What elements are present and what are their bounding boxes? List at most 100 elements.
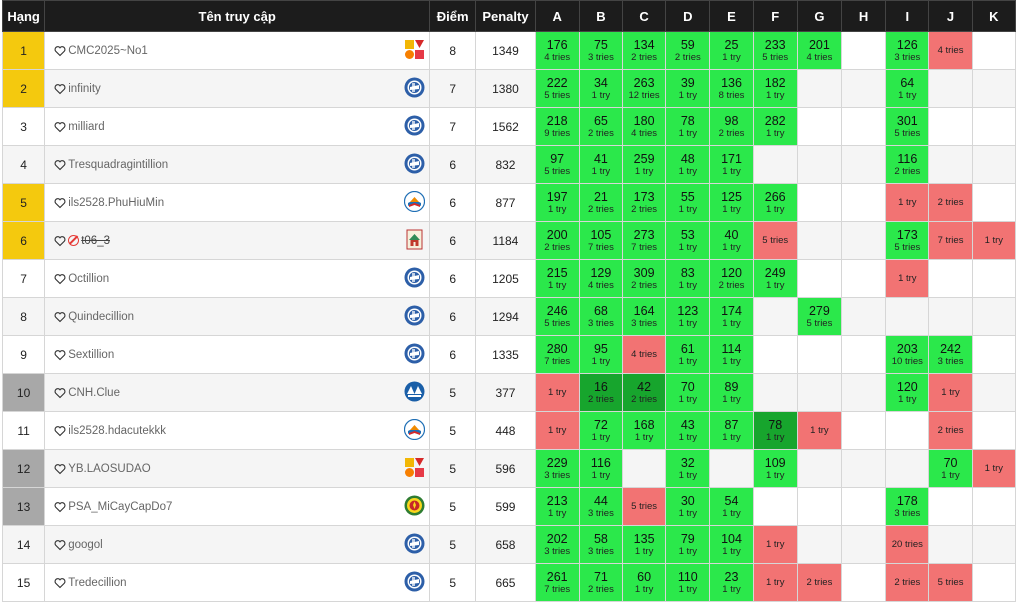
problem-cell-c[interactable]: 173 2 tries xyxy=(621,183,667,222)
problem-cell-b[interactable]: 58 3 tries xyxy=(578,525,624,564)
problem-cell-b[interactable]: 34 1 try xyxy=(578,69,624,108)
username-link[interactable]: milliard xyxy=(68,120,105,133)
problem-cell-i[interactable]: 203 10 tries xyxy=(885,335,930,374)
problem-cell-j[interactable]: 242 3 tries xyxy=(928,335,973,374)
username-link[interactable]: infinity xyxy=(68,82,101,95)
problem-cell-j[interactable]: 7 tries xyxy=(928,221,973,260)
problem-cell-c[interactable]: 168 1 try xyxy=(621,411,667,450)
heart-outline-icon[interactable] xyxy=(54,45,66,57)
problem-cell-a[interactable]: 176 4 tries xyxy=(534,31,580,70)
problem-cell-j[interactable]: 2 tries xyxy=(928,411,973,450)
username-link[interactable]: PSA_MiCayCapDo7 xyxy=(68,500,173,513)
problem-header-c[interactable]: C xyxy=(621,0,667,32)
problem-cell-i[interactable]: 178 3 tries xyxy=(885,487,930,526)
heart-outline-icon[interactable] xyxy=(54,121,66,133)
problem-cell-d[interactable]: 79 1 try xyxy=(665,525,711,564)
problem-cell-c[interactable]: 134 2 tries xyxy=(621,31,667,70)
heart-outline-icon[interactable] xyxy=(54,425,66,437)
problem-cell-e[interactable]: 174 1 try xyxy=(709,297,754,336)
username-header[interactable]: Tên truy cập xyxy=(44,0,431,32)
problem-cell-g[interactable]: 1 try xyxy=(796,411,843,450)
username-link[interactable]: Octillion xyxy=(68,272,110,285)
problem-header-d[interactable]: D xyxy=(665,0,711,32)
problem-cell-f[interactable]: 282 1 try xyxy=(752,107,798,146)
problem-cell-d[interactable]: 59 2 tries xyxy=(665,31,711,70)
problem-header-b[interactable]: B xyxy=(578,0,624,32)
problem-cell-e[interactable]: 54 1 try xyxy=(709,487,754,526)
problem-cell-i[interactable]: 64 1 try xyxy=(885,69,930,108)
username-link[interactable]: Tresquadragintillion xyxy=(68,158,169,171)
heart-outline-icon[interactable] xyxy=(54,539,66,551)
problem-cell-d[interactable]: 39 1 try xyxy=(665,69,711,108)
problem-cell-a[interactable]: 213 1 try xyxy=(534,487,580,526)
problem-cell-b[interactable]: 41 1 try xyxy=(578,145,624,184)
username-link[interactable]: ils2528.PhuHiuMin xyxy=(68,196,165,209)
problem-cell-j[interactable]: 5 tries xyxy=(928,563,973,602)
problem-cell-b[interactable]: 65 2 tries xyxy=(578,107,624,146)
problem-cell-i[interactable]: 20 tries xyxy=(885,525,930,564)
problem-cell-c[interactable]: 273 7 tries xyxy=(621,221,667,260)
problem-cell-e[interactable]: 120 2 tries xyxy=(709,259,754,298)
problem-cell-a[interactable]: 261 7 tries xyxy=(534,563,580,602)
problem-cell-a[interactable]: 229 3 tries xyxy=(534,449,580,488)
problem-cell-d[interactable]: 123 1 try xyxy=(665,297,711,336)
problem-cell-d[interactable]: 32 1 try xyxy=(665,449,711,488)
problem-cell-d[interactable]: 53 1 try xyxy=(665,221,711,260)
problem-cell-c[interactable]: 180 4 tries xyxy=(621,107,667,146)
problem-cell-b[interactable]: 72 1 try xyxy=(578,411,624,450)
rank-header[interactable]: Hạng xyxy=(1,0,46,32)
username-link[interactable]: googol xyxy=(68,538,103,551)
problem-header-a[interactable]: A xyxy=(534,0,580,32)
username-link[interactable]: CMC2025~No1 xyxy=(68,44,148,57)
problem-cell-i[interactable]: 126 3 tries xyxy=(885,31,930,70)
problem-cell-g[interactable]: 2 tries xyxy=(796,563,843,602)
username-link[interactable]: YB.LAOSUDAO xyxy=(68,462,151,475)
problem-cell-a[interactable]: 215 1 try xyxy=(534,259,580,298)
problem-cell-f[interactable]: 1 try xyxy=(752,525,798,564)
problem-header-j[interactable]: J xyxy=(928,0,973,32)
problem-cell-f[interactable]: 249 1 try xyxy=(752,259,798,298)
problem-cell-e[interactable]: 89 1 try xyxy=(709,373,754,412)
problem-cell-a[interactable]: 218 9 tries xyxy=(534,107,580,146)
problem-cell-e[interactable]: 136 8 tries xyxy=(709,69,754,108)
problem-cell-f[interactable]: 266 1 try xyxy=(752,183,798,222)
problem-header-f[interactable]: F xyxy=(752,0,798,32)
username-link[interactable]: ils2528.hdacutekkk xyxy=(68,424,167,437)
problem-cell-a[interactable]: 197 1 try xyxy=(534,183,580,222)
problem-cell-f[interactable]: 1 try xyxy=(752,563,798,602)
problem-cell-i[interactable]: 116 2 tries xyxy=(885,145,930,184)
heart-outline-icon[interactable] xyxy=(54,463,66,475)
problem-cell-c[interactable]: 309 2 tries xyxy=(621,259,667,298)
problem-cell-e[interactable]: 25 1 try xyxy=(709,31,754,70)
problem-cell-i[interactable]: 1 try xyxy=(885,259,930,298)
problem-cell-b[interactable]: 116 1 try xyxy=(578,449,624,488)
problem-cell-c[interactable]: 263 12 tries xyxy=(621,69,667,108)
problem-cell-i[interactable]: 173 5 tries xyxy=(885,221,930,260)
problem-header-e[interactable]: E xyxy=(709,0,754,32)
penalty-header[interactable]: Penalty xyxy=(475,0,536,32)
problem-cell-j[interactable]: 2 tries xyxy=(928,183,973,222)
problem-cell-b[interactable]: 21 2 tries xyxy=(578,183,624,222)
username-link[interactable]: Quindecillion xyxy=(68,310,135,323)
username-link[interactable]: Sextillion xyxy=(68,348,115,361)
problem-cell-c[interactable]: 259 1 try xyxy=(621,145,667,184)
problem-cell-i[interactable]: 1 try xyxy=(885,183,930,222)
problem-cell-e[interactable]: 104 1 try xyxy=(709,525,754,564)
problem-cell-f[interactable]: 5 tries xyxy=(752,221,798,260)
problem-header-g[interactable]: G xyxy=(796,0,843,32)
problem-cell-a[interactable]: 202 3 tries xyxy=(534,525,580,564)
problem-cell-e[interactable]: 98 2 tries xyxy=(709,107,754,146)
problem-cell-a[interactable]: 280 7 tries xyxy=(534,335,580,374)
problem-cell-f[interactable]: 109 1 try xyxy=(752,449,798,488)
username-link[interactable]: Tredecillion xyxy=(68,576,127,589)
problem-cell-i[interactable]: 301 5 tries xyxy=(885,107,930,146)
heart-outline-icon[interactable] xyxy=(54,577,66,589)
problem-cell-k[interactable]: 1 try xyxy=(971,449,1017,488)
problem-cell-b[interactable]: 95 1 try xyxy=(578,335,624,374)
points-header[interactable]: Điểm xyxy=(429,0,477,32)
heart-outline-icon[interactable] xyxy=(54,197,66,209)
problem-cell-g[interactable]: 201 4 tries xyxy=(796,31,843,70)
problem-header-k[interactable]: K xyxy=(971,0,1017,32)
problem-cell-d[interactable]: 43 1 try xyxy=(665,411,711,450)
heart-outline-icon[interactable] xyxy=(54,311,66,323)
